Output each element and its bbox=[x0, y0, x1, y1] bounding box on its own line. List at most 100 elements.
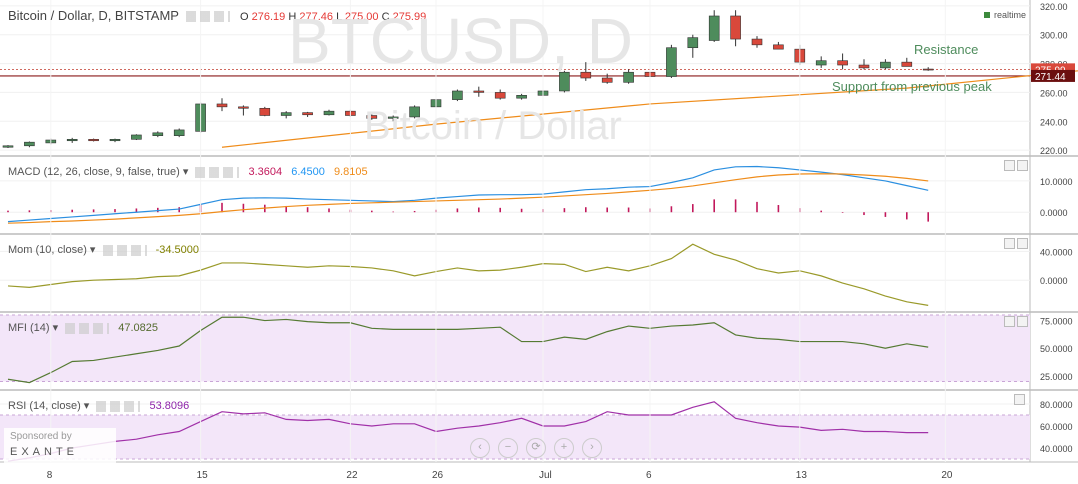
candle-down bbox=[601, 77, 613, 83]
mom-value: -34.5000 bbox=[155, 244, 199, 256]
chart-nav-controls: ‹ − ⟳ + › bbox=[470, 437, 610, 458]
candle-down bbox=[773, 44, 784, 50]
rsi-line bbox=[7, 401, 929, 462]
x-tick-label: 26 bbox=[432, 470, 444, 481]
candle-up bbox=[409, 106, 420, 118]
x-tick-label: 6 bbox=[646, 470, 652, 481]
candle-up bbox=[323, 110, 335, 116]
chevron-right-icon[interactable]: › bbox=[582, 438, 602, 458]
candle-up bbox=[173, 129, 185, 136]
macd-value: 6.4500 bbox=[291, 166, 325, 178]
support-price-tag: 271.44 bbox=[1035, 72, 1066, 83]
candle-down bbox=[216, 103, 228, 108]
price-tick-label: 300.00 bbox=[1040, 31, 1068, 41]
candle-up bbox=[131, 134, 142, 140]
rsi-pane-controls[interactable] bbox=[1012, 394, 1025, 407]
mom-tick-label: 0.0000 bbox=[1040, 276, 1068, 286]
support-price-tag-bg bbox=[1031, 69, 1075, 82]
mom-line bbox=[7, 243, 929, 306]
macd-legend: MACD (12, 26, close, 9, false, true) ▾ 3… bbox=[8, 166, 368, 178]
reset-icon[interactable]: ⟳ bbox=[526, 438, 546, 458]
candle-up bbox=[2, 145, 14, 148]
mom-tick-label: 40.0000 bbox=[1040, 247, 1073, 257]
price-tick-label: 220.00 bbox=[1040, 146, 1068, 156]
zoom-out-icon[interactable]: − bbox=[498, 438, 518, 458]
candle-down bbox=[259, 107, 271, 116]
symbol-legend: Bitcoin / Dollar, D, BITSTAMP O 276.19 H… bbox=[8, 8, 427, 23]
rsi-legend: RSI (14, close) ▾ 53.8096 bbox=[8, 400, 190, 412]
support-trendline bbox=[221, 87, 907, 148]
candle-down bbox=[238, 106, 249, 109]
x-tick-label: 15 bbox=[197, 470, 209, 481]
x-tick-label: Jul bbox=[539, 470, 552, 481]
mfi-tick-label: 75.0000 bbox=[1040, 317, 1073, 327]
zoom-in-icon[interactable]: + bbox=[554, 438, 574, 458]
support-annotation: Support from previous peak bbox=[832, 79, 992, 94]
candle-up bbox=[559, 71, 570, 92]
price-tick-label: 240.00 bbox=[1040, 117, 1068, 127]
mfi-pane-controls[interactable] bbox=[1002, 316, 1028, 329]
rsi-tick-label: 80.0000 bbox=[1040, 400, 1073, 410]
x-tick-label: 13 bbox=[796, 470, 808, 481]
candle-up bbox=[452, 90, 463, 100]
sponsor-label: Sponsored by bbox=[10, 431, 72, 442]
macd-line bbox=[7, 165, 929, 223]
x-tick-label: 20 bbox=[941, 470, 953, 481]
candle-up bbox=[24, 141, 35, 147]
legend-buttons-icon[interactable] bbox=[186, 11, 231, 23]
ohlc-high: 277.46 bbox=[299, 11, 333, 23]
mom-pane-controls[interactable] bbox=[1002, 238, 1028, 251]
candle-down bbox=[366, 115, 378, 119]
mfi-legend: MFI (14) ▾ 47.0825 bbox=[8, 322, 159, 334]
sponsor-box[interactable]: Sponsored by EXANTE bbox=[4, 428, 116, 464]
mfi-line bbox=[7, 316, 929, 384]
rsi-buttons-icon[interactable] bbox=[96, 400, 141, 412]
mfi-value: 47.0825 bbox=[118, 322, 159, 334]
candle-down bbox=[580, 71, 592, 79]
price-tick-label: 320.00 bbox=[1040, 2, 1068, 12]
realtime-badge: realtime bbox=[984, 10, 1026, 20]
ohlc-open: 276.19 bbox=[251, 11, 286, 23]
candle-up bbox=[516, 95, 527, 99]
candle-up bbox=[66, 138, 78, 142]
candle-up bbox=[280, 112, 292, 116]
candle-down bbox=[751, 38, 763, 46]
mom-buttons-icon[interactable] bbox=[102, 244, 147, 256]
candle-up bbox=[708, 15, 720, 41]
macd-pane-controls[interactable] bbox=[1002, 160, 1028, 173]
chevron-left-icon[interactable]: ‹ bbox=[470, 438, 490, 458]
mom-legend: Mom (10, close) ▾ -34.5000 bbox=[8, 244, 199, 256]
macd-tick-label: 0.0000 bbox=[1040, 208, 1068, 218]
mfi-buttons-icon[interactable] bbox=[65, 322, 110, 334]
candle-up bbox=[152, 132, 164, 136]
rsi-tick-label: 60.0000 bbox=[1040, 422, 1073, 432]
candle-up bbox=[666, 47, 677, 77]
candle-down bbox=[858, 64, 870, 69]
macd-buttons-icon[interactable] bbox=[195, 166, 240, 178]
mfi-band bbox=[0, 315, 1030, 382]
symbol-title: Bitcoin / Dollar, D, BITSTAMP bbox=[8, 8, 179, 23]
sponsor-brand: EXANTE bbox=[10, 446, 79, 458]
macd-signal-line bbox=[7, 173, 929, 224]
ohlc-low: 275.00 bbox=[344, 11, 379, 23]
x-tick-label: 22 bbox=[346, 470, 358, 481]
rsi-value: 53.8096 bbox=[149, 400, 190, 412]
candle-up bbox=[687, 37, 699, 49]
candle-down bbox=[922, 68, 934, 71]
candle-down bbox=[837, 60, 848, 66]
resistance-annotation: Resistance bbox=[914, 42, 979, 57]
candle-down bbox=[494, 92, 506, 99]
candle-up bbox=[623, 71, 634, 83]
mfi-tick-label: 50.0000 bbox=[1040, 344, 1073, 354]
candle-up bbox=[109, 138, 121, 142]
resistance-trendline bbox=[906, 70, 1078, 89]
candle-up bbox=[387, 116, 399, 119]
candle-down bbox=[901, 61, 913, 67]
candle-up bbox=[880, 61, 891, 69]
candle-up bbox=[815, 60, 827, 66]
candle-down bbox=[88, 138, 99, 142]
candle-down bbox=[473, 90, 485, 93]
candle-down bbox=[730, 15, 741, 40]
price-tick-label: 260.00 bbox=[1040, 88, 1068, 98]
